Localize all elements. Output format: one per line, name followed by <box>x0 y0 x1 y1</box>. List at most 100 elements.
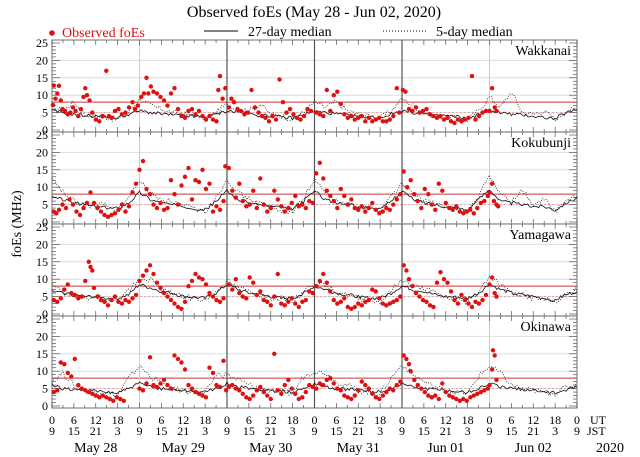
observed-point <box>427 303 433 308</box>
observed-point <box>237 181 242 186</box>
observed-point <box>107 396 113 402</box>
observed-point <box>207 365 212 370</box>
observed-point <box>216 87 221 93</box>
observed-point <box>139 94 144 100</box>
observed-point <box>97 395 102 400</box>
observed-point <box>63 205 69 211</box>
observed-point <box>58 296 63 301</box>
observed-point <box>189 386 195 391</box>
observed-point <box>175 106 181 112</box>
x-tick-label-jst: 3 <box>465 424 471 438</box>
x-tick-label-jst: 15 <box>505 424 517 438</box>
observed-point <box>387 386 392 391</box>
observed-point <box>217 299 223 304</box>
observed-point <box>289 200 294 206</box>
observed-point <box>233 386 238 391</box>
observed-point <box>317 112 322 117</box>
observed-point <box>56 207 62 212</box>
observed-point <box>147 192 153 197</box>
observed-point <box>406 106 412 112</box>
x-tick-label-ut: 6 <box>246 413 252 427</box>
observed-point <box>314 386 319 391</box>
observed-point <box>359 303 364 308</box>
observed-point <box>79 294 85 299</box>
observed-point <box>144 268 149 273</box>
observed-point <box>270 113 275 119</box>
observed-point <box>123 209 128 214</box>
observed-point <box>422 389 427 395</box>
observed-point <box>308 108 314 114</box>
observed-point <box>457 398 462 403</box>
observed-point <box>175 304 181 310</box>
observed-point <box>413 290 419 296</box>
observed-point <box>132 106 138 112</box>
observed-point <box>189 278 195 284</box>
observed-point <box>406 277 412 282</box>
observed-point <box>51 83 56 88</box>
station-label: Okinawa <box>520 320 571 335</box>
observed-point <box>172 192 177 197</box>
observed-point <box>377 115 382 121</box>
observed-point <box>483 292 489 298</box>
x-tick-label-jst: 9 <box>574 424 580 438</box>
observed-point <box>373 289 378 294</box>
observed-point <box>104 68 109 74</box>
observed-point <box>126 204 132 209</box>
x-tick-label-ut: 0 <box>487 413 493 427</box>
observed-point <box>450 207 455 212</box>
observed-point <box>491 198 497 204</box>
observed-point <box>223 388 229 393</box>
observed-point <box>476 113 482 119</box>
x-tick-label-ut: 6 <box>421 413 427 427</box>
observed-point <box>259 113 265 119</box>
observed-point <box>245 110 251 115</box>
observed-point <box>210 209 216 214</box>
observed-point <box>226 384 231 390</box>
observed-point <box>324 87 329 93</box>
x-tick-label-jst: 3 <box>377 424 383 438</box>
observed-point <box>126 105 132 110</box>
observed-point <box>62 362 67 367</box>
observed-point <box>394 382 399 388</box>
observed-point <box>258 384 263 390</box>
observed-point <box>373 207 378 212</box>
legend: Observed foEs 27-day median 5-day median <box>49 25 513 41</box>
observed-point <box>237 290 242 296</box>
observed-point <box>154 280 160 285</box>
observed-point <box>441 117 447 122</box>
observed-point <box>240 294 245 299</box>
observed-point <box>338 101 343 107</box>
observed-point <box>328 376 333 381</box>
observed-point <box>469 73 475 79</box>
y-tick-label: 15 <box>36 163 48 177</box>
observed-point <box>226 105 231 110</box>
observed-point <box>352 393 357 398</box>
observed-point <box>328 108 333 114</box>
observed-point <box>387 117 392 122</box>
observed-point <box>447 393 452 398</box>
observed-point <box>175 356 181 362</box>
station-label: Kokubunji <box>511 136 571 151</box>
observed-point <box>144 381 149 386</box>
observed-point <box>410 284 415 289</box>
observed-point <box>182 174 188 179</box>
observed-point <box>226 282 231 287</box>
station-label: Yamagawa <box>509 228 571 243</box>
x-tick-label-ut: 18 <box>112 413 124 427</box>
observed-point <box>394 297 399 303</box>
observed-point <box>210 117 216 122</box>
y-tick-label: 10 <box>36 88 48 102</box>
observed-point <box>370 119 375 124</box>
y-tick-label: 20 <box>36 237 48 251</box>
observed-point <box>448 119 454 124</box>
observed-point <box>317 278 322 284</box>
observed-point <box>279 391 284 396</box>
observed-point <box>55 299 60 304</box>
observed-point <box>324 188 329 193</box>
observed-point <box>151 89 156 94</box>
x-tick-label-ut: 12 <box>527 413 539 427</box>
observed-point <box>296 396 301 402</box>
x-tick-label-jst: 3 <box>290 424 296 438</box>
observed-point <box>76 113 81 119</box>
observed-point <box>196 275 202 280</box>
